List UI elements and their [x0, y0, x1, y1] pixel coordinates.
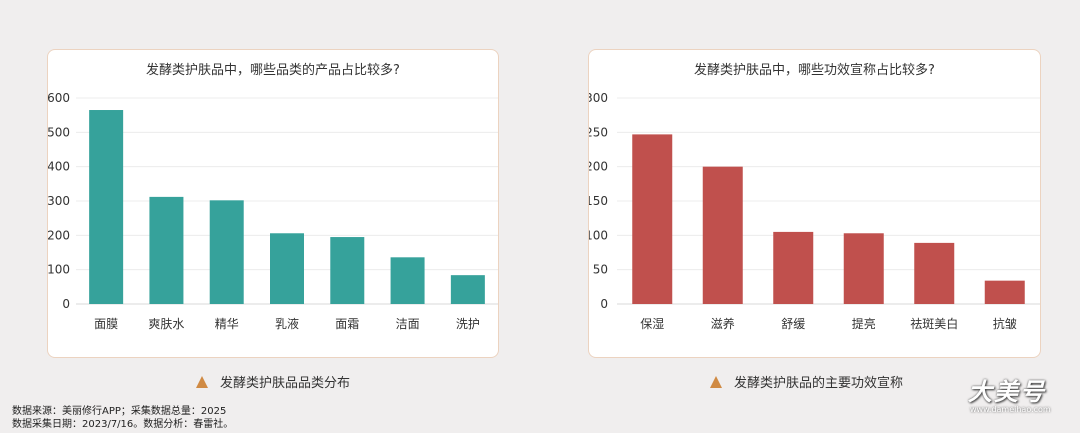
watermark-text: 大美号 [968, 377, 1046, 406]
y-tick-label: 150 [589, 194, 608, 208]
chart-title: 发酵类护肤品中，哪些品类的产品占比较多? [146, 63, 400, 78]
x-category-label: 滋养 [711, 316, 735, 331]
x-category-label: 洁面 [396, 317, 420, 331]
bar [149, 196, 184, 304]
x-category-label: 面霜 [335, 317, 359, 331]
bar [390, 257, 425, 304]
y-tick-label: 500 [48, 125, 70, 139]
y-tick-label: 200 [589, 160, 608, 174]
watermark-url: www.dameihao.com [970, 405, 1051, 414]
triangle-marker-icon [196, 375, 208, 388]
chart-panel-right: 发酵类护肤品中，哪些功效宣称占比较多? 0 50 100 150 200 250 300 保湿… [588, 49, 1041, 358]
x-category-label: 面膜 [94, 317, 118, 331]
data-source-note: 数据来源：美丽修行APP；采集数据总量：2025 [12, 406, 227, 417]
x-category-label: 祛斑美白 [910, 316, 958, 331]
caption-text: 发酵类护肤品的主要功效宣称 [734, 376, 904, 391]
y-tick-label: 400 [48, 160, 70, 174]
bar [773, 231, 814, 304]
bar [632, 134, 673, 304]
x-category-label: 提亮 [852, 316, 876, 331]
y-tick-label: 50 [593, 263, 608, 277]
bar [89, 110, 124, 304]
x-category-label: 舒缓 [781, 317, 805, 331]
bar [270, 233, 304, 304]
y-tick-label: 600 [48, 91, 70, 105]
x-category-label: 精华 [215, 317, 239, 331]
chart-title: 发酵类护肤品中，哪些功效宣称占比较多? [694, 63, 935, 78]
bar [702, 166, 743, 304]
x-category-label: 抗皱 [993, 316, 1017, 331]
bar [914, 242, 955, 304]
bar [843, 233, 884, 304]
watermark-logo: 大美号 www.dameihao.com [968, 372, 1078, 416]
y-tick-label: 100 [48, 263, 70, 277]
y-tick-label: 100 [589, 228, 608, 242]
bar [330, 237, 365, 304]
y-tick-label: 300 [48, 194, 70, 208]
bar-chart-product-categories: 0 100 200 300 400 500 600 面膜 爽肤水 精华 乳液 面霜 洁面 洗护 [48, 91, 498, 331]
chart-panel-left: 发酵类护肤品中，哪些品类的产品占比较多? 0 100 200 300 400 500 600… [47, 49, 499, 358]
y-tick-label: 250 [589, 125, 608, 139]
bar [209, 200, 244, 304]
y-tick-label: 0 [600, 297, 608, 311]
y-tick-label: 0 [62, 297, 70, 311]
y-tick-label: 300 [589, 91, 608, 105]
bar [450, 275, 485, 304]
bar-chart-efficacy-claims: 0 50 100 150 200 250 300 保湿 滋养 舒缓 提亮 祛斑美白 抗皱 [589, 91, 1040, 331]
chart-caption-left: 发酵类护肤品品类分布 [196, 372, 350, 391]
x-category-label: 洗护 [456, 317, 480, 331]
data-collection-note: 数据采集日期：2023/7/16。数据分析：春雷社。 [12, 419, 234, 430]
x-category-label: 爽肤水 [148, 316, 184, 331]
chart-caption-right: 发酵类护肤品的主要功效宣称 [710, 372, 903, 391]
bar [984, 280, 1025, 304]
x-category-label: 保湿 [640, 316, 664, 331]
caption-text: 发酵类护肤品品类分布 [220, 376, 351, 391]
y-tick-label: 200 [48, 228, 70, 242]
triangle-marker-icon [710, 375, 722, 388]
x-category-label: 乳液 [275, 316, 299, 331]
